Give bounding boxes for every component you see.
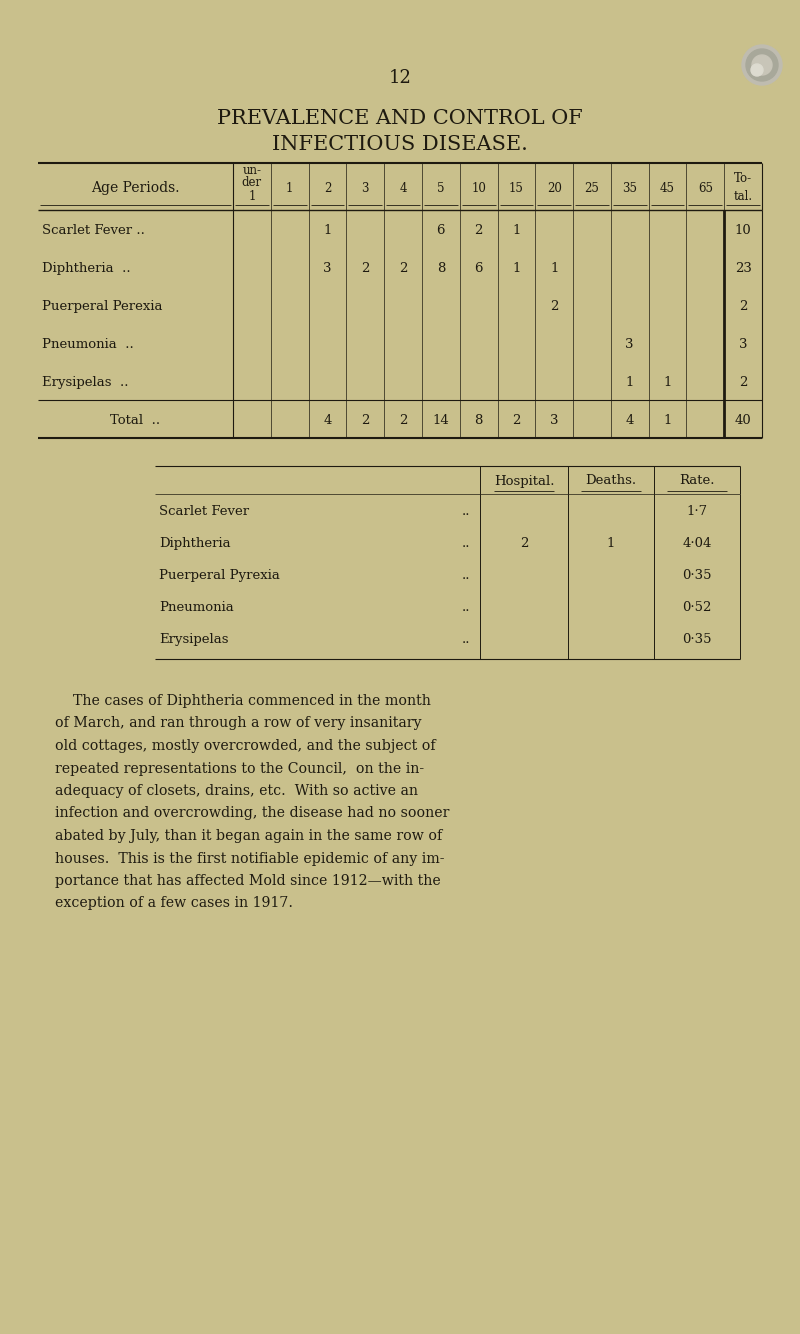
Text: adequacy of closets, drains, etc.  With so active an: adequacy of closets, drains, etc. With s… xyxy=(55,784,418,798)
Text: 2: 2 xyxy=(739,376,747,390)
Text: 8: 8 xyxy=(474,415,482,427)
Text: abated by July, than it began again in the same row of: abated by July, than it began again in t… xyxy=(55,828,442,843)
Text: 23: 23 xyxy=(734,263,751,275)
Text: Diphtheria: Diphtheria xyxy=(159,538,230,550)
Text: der: der xyxy=(242,176,262,188)
Text: 4: 4 xyxy=(626,415,634,427)
Text: 65: 65 xyxy=(698,181,713,195)
Text: ..: .. xyxy=(462,570,470,582)
Text: 15: 15 xyxy=(509,181,524,195)
Text: 4·04: 4·04 xyxy=(682,538,712,550)
Text: Pneumonia  ..: Pneumonia .. xyxy=(42,339,134,351)
Text: Total  ..: Total .. xyxy=(110,415,161,427)
Text: 10: 10 xyxy=(471,181,486,195)
Text: of March, and ran through a row of very insanitary: of March, and ran through a row of very … xyxy=(55,716,422,731)
Circle shape xyxy=(742,45,782,85)
Text: Rate.: Rate. xyxy=(679,475,714,487)
Text: 10: 10 xyxy=(734,224,751,237)
Text: ..: .. xyxy=(462,538,470,550)
Text: un-: un- xyxy=(242,164,262,176)
Text: old cottages, mostly overcrowded, and the subject of: old cottages, mostly overcrowded, and th… xyxy=(55,739,436,752)
Text: 2: 2 xyxy=(399,415,407,427)
Text: 40: 40 xyxy=(734,415,751,427)
Text: 1: 1 xyxy=(512,263,521,275)
Text: 3: 3 xyxy=(550,415,558,427)
Text: The cases of Diphtheria commenced in the month: The cases of Diphtheria commenced in the… xyxy=(55,694,431,708)
Text: 0·35: 0·35 xyxy=(682,570,712,582)
Text: 2: 2 xyxy=(361,263,370,275)
Circle shape xyxy=(752,55,772,75)
Text: 1·7: 1·7 xyxy=(686,506,707,518)
Text: Puerperal Perexia: Puerperal Perexia xyxy=(42,300,162,313)
Text: 2: 2 xyxy=(324,181,331,195)
Text: 14: 14 xyxy=(433,415,449,427)
Text: 1: 1 xyxy=(663,415,672,427)
Text: Diphtheria  ..: Diphtheria .. xyxy=(42,263,130,275)
Text: 1: 1 xyxy=(663,376,672,390)
Text: Puerperal Pyrexia: Puerperal Pyrexia xyxy=(159,570,280,582)
Text: 20: 20 xyxy=(546,181,562,195)
Text: 0·35: 0·35 xyxy=(682,634,712,646)
Text: 1: 1 xyxy=(626,376,634,390)
Text: 2: 2 xyxy=(550,300,558,313)
Text: 1: 1 xyxy=(550,263,558,275)
Text: 3: 3 xyxy=(626,339,634,351)
Text: Hospital.: Hospital. xyxy=(494,475,554,487)
Text: Pneumonia: Pneumonia xyxy=(159,602,234,614)
Text: 2: 2 xyxy=(361,415,370,427)
Text: 12: 12 xyxy=(389,69,411,87)
Text: infection and overcrowding, the disease had no sooner: infection and overcrowding, the disease … xyxy=(55,807,450,820)
Text: 5: 5 xyxy=(437,181,445,195)
Text: Scarlet Fever ..: Scarlet Fever .. xyxy=(42,224,145,237)
Text: 6: 6 xyxy=(474,263,483,275)
Text: portance that has affected Mold since 1912—with the: portance that has affected Mold since 19… xyxy=(55,874,441,888)
Text: Scarlet Fever: Scarlet Fever xyxy=(159,506,249,518)
Text: 35: 35 xyxy=(622,181,638,195)
Text: 1: 1 xyxy=(607,538,615,550)
Text: exception of a few cases in 1917.: exception of a few cases in 1917. xyxy=(55,896,293,911)
Text: 45: 45 xyxy=(660,181,675,195)
Text: 3: 3 xyxy=(362,181,369,195)
Text: 2: 2 xyxy=(512,415,521,427)
Text: 3: 3 xyxy=(323,263,332,275)
Text: Age Periods.: Age Periods. xyxy=(91,181,180,195)
Text: ..: .. xyxy=(462,602,470,614)
Text: houses.  This is the first notifiable epidemic of any im-: houses. This is the first notifiable epi… xyxy=(55,851,445,866)
Text: 2: 2 xyxy=(399,263,407,275)
Circle shape xyxy=(751,64,763,76)
Text: INFECTIOUS DISEASE.: INFECTIOUS DISEASE. xyxy=(272,135,528,153)
Text: 4: 4 xyxy=(399,181,406,195)
Text: 1: 1 xyxy=(512,224,521,237)
Text: PREVALENCE AND CONTROL OF: PREVALENCE AND CONTROL OF xyxy=(217,108,583,128)
Text: 8: 8 xyxy=(437,263,445,275)
Text: ..: .. xyxy=(462,506,470,518)
Text: 6: 6 xyxy=(437,224,445,237)
Text: tal.: tal. xyxy=(734,189,753,203)
Text: 0·52: 0·52 xyxy=(682,602,712,614)
Text: Erysipelas  ..: Erysipelas .. xyxy=(42,376,129,390)
Text: 1: 1 xyxy=(323,224,332,237)
Text: repeated representations to the Council,  on the in-: repeated representations to the Council,… xyxy=(55,762,424,775)
Text: Deaths.: Deaths. xyxy=(586,475,637,487)
Text: 3: 3 xyxy=(739,339,747,351)
Text: 1: 1 xyxy=(286,181,294,195)
Text: ..: .. xyxy=(462,634,470,646)
Circle shape xyxy=(746,49,778,81)
Text: 2: 2 xyxy=(520,538,528,550)
Text: 2: 2 xyxy=(739,300,747,313)
Text: 4: 4 xyxy=(323,415,332,427)
Text: Erysipelas: Erysipelas xyxy=(159,634,229,646)
Text: 1: 1 xyxy=(248,189,255,203)
Text: 2: 2 xyxy=(474,224,482,237)
Text: To-: To- xyxy=(734,172,752,184)
Text: 25: 25 xyxy=(585,181,599,195)
